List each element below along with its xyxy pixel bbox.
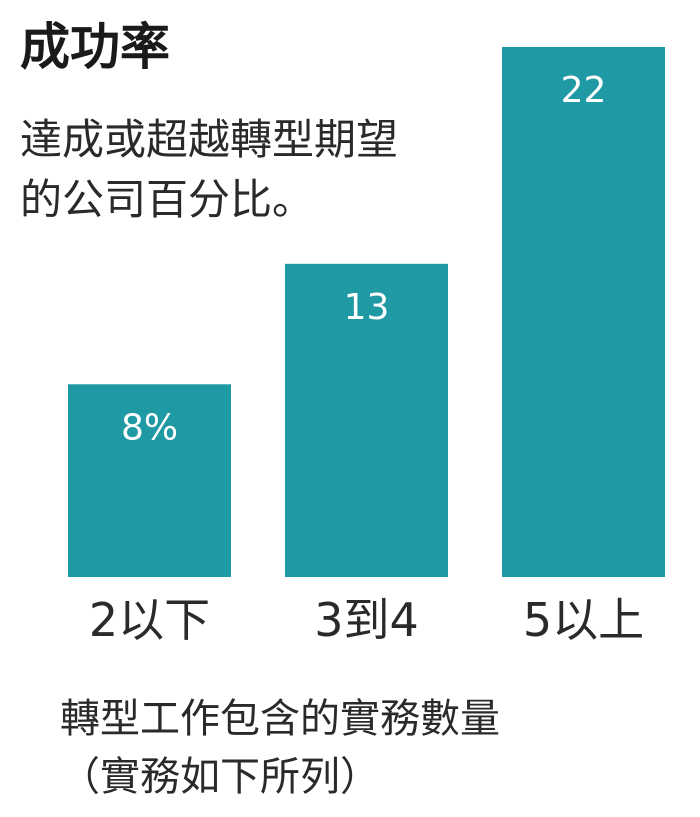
bar-2 xyxy=(285,263,448,577)
subtitle-line-1: 達成或超越轉型期望 xyxy=(20,115,399,164)
chart-title: 成功率 xyxy=(20,18,170,76)
x-axis-label-line-1: 轉型工作包含的實務數量 xyxy=(60,696,500,742)
bar-3 xyxy=(502,47,665,577)
bar-value-label-3: 22 xyxy=(561,70,607,111)
x-axis-label: 轉型工作包含的實務數量 （實務如下所列） xyxy=(60,690,500,806)
x-axis-label-line-2: （實務如下所列） xyxy=(60,754,380,800)
chart-subtitle: 達成或超越轉型期望 的公司百分比。 xyxy=(20,110,398,230)
category-label-1: 2以下 xyxy=(89,593,210,647)
bar-1 xyxy=(68,384,231,577)
category-label-2: 3到4 xyxy=(314,593,419,647)
bar-value-label-2: 13 xyxy=(344,287,390,328)
subtitle-line-2: 的公司百分比。 xyxy=(20,175,315,224)
bar-value-label-1: 8% xyxy=(121,407,178,448)
category-label-3: 5以上 xyxy=(523,593,644,647)
